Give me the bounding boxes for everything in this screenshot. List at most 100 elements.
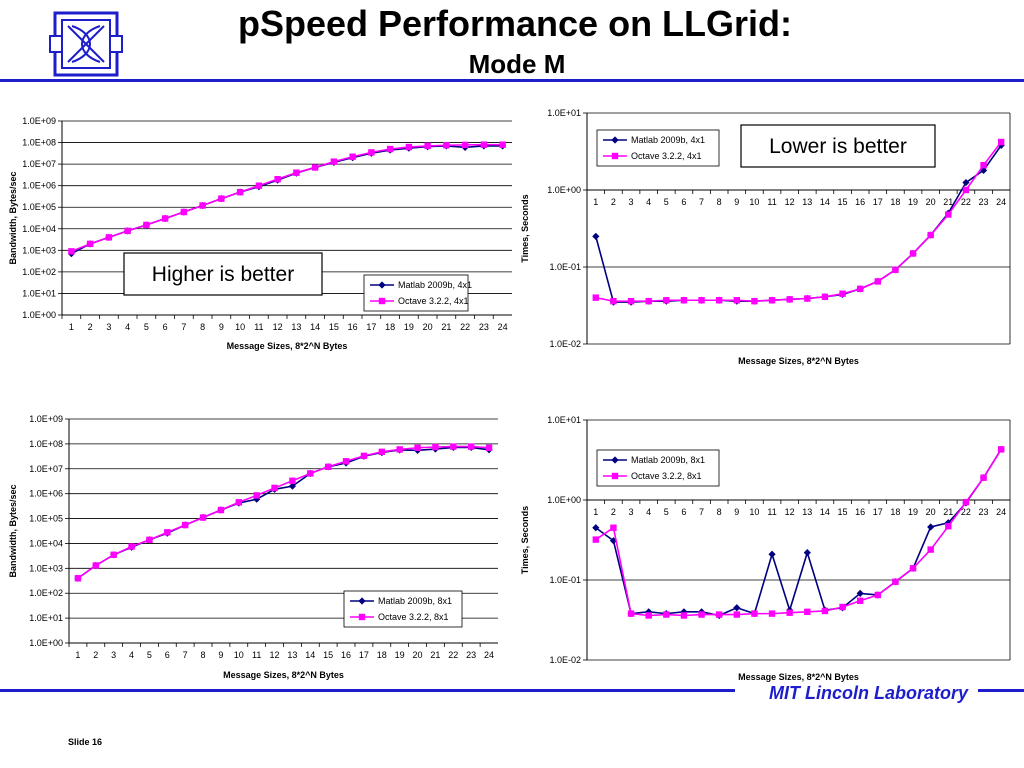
chart-times-8x1: 1.0E-021.0E-011.0E+001.0E+011 2 3 4 5 6 7 8 9 10 1… bbox=[520, 415, 1011, 682]
x-tick-label: 18 bbox=[377, 650, 387, 660]
x-tick-label: 1 bbox=[593, 197, 598, 207]
x-tick-label: 12 bbox=[273, 322, 283, 332]
data-point-octave bbox=[715, 611, 723, 618]
data-point-matlab bbox=[592, 524, 600, 532]
data-point-octave bbox=[181, 521, 189, 529]
data-point-octave bbox=[751, 297, 758, 305]
data-point-octave bbox=[311, 164, 319, 171]
data-point-octave bbox=[856, 597, 864, 604]
annotation-text: Lower is better bbox=[769, 135, 907, 158]
legend: Matlab 2009b, 8x1 Octave 3.2.2, 8x1 bbox=[596, 449, 720, 487]
legend-entry: Matlab 2009b, 8x1 bbox=[631, 455, 705, 465]
x-tick-label: 22 bbox=[961, 507, 971, 517]
data-point-octave bbox=[997, 446, 1005, 453]
y-tick-label: 1.0E+00 bbox=[547, 185, 581, 195]
y-tick-label: 1.0E+01 bbox=[547, 108, 581, 118]
x-tick-label: 8 bbox=[201, 650, 206, 660]
data-point-octave bbox=[330, 158, 338, 165]
data-point-octave bbox=[592, 294, 600, 301]
data-point-octave bbox=[610, 297, 617, 305]
legend-swatch-marker bbox=[378, 297, 386, 305]
data-point-octave bbox=[360, 452, 368, 460]
data-point-octave bbox=[164, 529, 171, 536]
y-tick-label: 1.0E+03 bbox=[22, 245, 56, 255]
legend-swatch-marker bbox=[358, 597, 366, 605]
y-tick-label: 1.0E+06 bbox=[29, 489, 63, 499]
x-tick-label: 5 bbox=[147, 650, 152, 660]
y-tick-label: 1.0E+09 bbox=[22, 116, 56, 126]
y-tick-label: 1.0E+04 bbox=[29, 538, 63, 548]
x-tick-label: 1 bbox=[75, 650, 80, 660]
y-tick-label: 1.0E+01 bbox=[22, 288, 56, 298]
data-point-octave bbox=[892, 578, 899, 585]
data-point-octave bbox=[645, 612, 652, 619]
data-point-octave bbox=[342, 458, 350, 465]
data-point-matlab bbox=[288, 482, 297, 490]
y-tick-label: 1.0E+08 bbox=[29, 439, 63, 449]
y-tick-label: 1.0E+06 bbox=[22, 181, 56, 191]
data-point-matlab bbox=[962, 178, 970, 187]
x-tick-label: 20 bbox=[423, 322, 433, 332]
data-point-octave bbox=[124, 227, 131, 235]
series-line-matlab bbox=[77, 446, 490, 579]
y-tick-label: 1.0E+05 bbox=[22, 202, 56, 212]
x-tick-label: 10 bbox=[749, 197, 759, 207]
x-tick-label: 6 bbox=[681, 507, 686, 517]
data-point-octave bbox=[443, 142, 450, 149]
data-point-octave bbox=[909, 565, 917, 572]
x-tick-label: 12 bbox=[785, 507, 795, 517]
x-tick-label: 18 bbox=[385, 322, 395, 332]
data-point-octave bbox=[997, 138, 1005, 146]
y-tick-label: 1.0E-01 bbox=[549, 575, 581, 585]
y-axis-title: Times, Seconds bbox=[520, 506, 530, 574]
data-point-octave bbox=[199, 514, 207, 521]
x-tick-label: 9 bbox=[218, 650, 223, 660]
y-tick-label: 1.0E-02 bbox=[549, 655, 581, 665]
x-tick-label: 3 bbox=[629, 507, 634, 517]
y-tick-label: 1.0E+07 bbox=[22, 159, 56, 169]
data-point-octave bbox=[146, 536, 153, 544]
y-tick-label: 1.0E+04 bbox=[22, 224, 56, 234]
data-point-octave bbox=[945, 523, 952, 530]
x-tick-label: 17 bbox=[359, 650, 369, 660]
data-point-octave bbox=[180, 208, 188, 216]
x-tick-label: 11 bbox=[767, 507, 776, 517]
x-tick-label: 21 bbox=[441, 322, 451, 332]
data-point-octave bbox=[839, 290, 846, 297]
x-tick-label: 7 bbox=[181, 322, 186, 332]
data-point-octave bbox=[627, 297, 635, 305]
y-tick-label: 1.0E-01 bbox=[549, 262, 581, 272]
data-point-octave bbox=[128, 543, 135, 550]
x-tick-label: 4 bbox=[129, 650, 134, 660]
x-tick-label: 2 bbox=[611, 197, 616, 207]
data-point-octave bbox=[821, 607, 829, 615]
legend-swatch-marker bbox=[611, 472, 619, 480]
x-tick-label: 9 bbox=[734, 507, 739, 517]
data-point-octave bbox=[715, 297, 723, 304]
data-point-octave bbox=[592, 536, 600, 543]
data-point-octave bbox=[874, 278, 882, 285]
x-tick-label: 11 bbox=[252, 650, 261, 660]
x-tick-label: 19 bbox=[395, 650, 405, 660]
legend: Matlab 2009b, 4x1 Octave 3.2.2, 4x1 bbox=[596, 129, 720, 167]
x-tick-label: 13 bbox=[802, 507, 812, 517]
legend-entry: Octave 3.2.2, 4x1 bbox=[631, 151, 702, 161]
x-tick-label: 16 bbox=[341, 650, 351, 660]
data-point-octave bbox=[271, 484, 278, 492]
x-tick-label: 6 bbox=[165, 650, 170, 660]
legend-box bbox=[596, 129, 720, 167]
x-tick-label: 23 bbox=[979, 197, 989, 207]
x-tick-label: 14 bbox=[820, 507, 830, 517]
x-tick-label: 4 bbox=[125, 322, 130, 332]
data-point-octave bbox=[804, 608, 811, 616]
data-point-matlab bbox=[803, 549, 811, 557]
data-point-octave bbox=[414, 444, 421, 451]
data-point-octave bbox=[405, 143, 413, 151]
annotation-box bbox=[740, 124, 936, 168]
data-point-octave bbox=[680, 297, 688, 304]
legend-box bbox=[596, 449, 720, 487]
data-point-octave bbox=[892, 266, 899, 273]
x-tick-label: 16 bbox=[855, 507, 865, 517]
slide-number: Slide 16 bbox=[68, 737, 102, 747]
